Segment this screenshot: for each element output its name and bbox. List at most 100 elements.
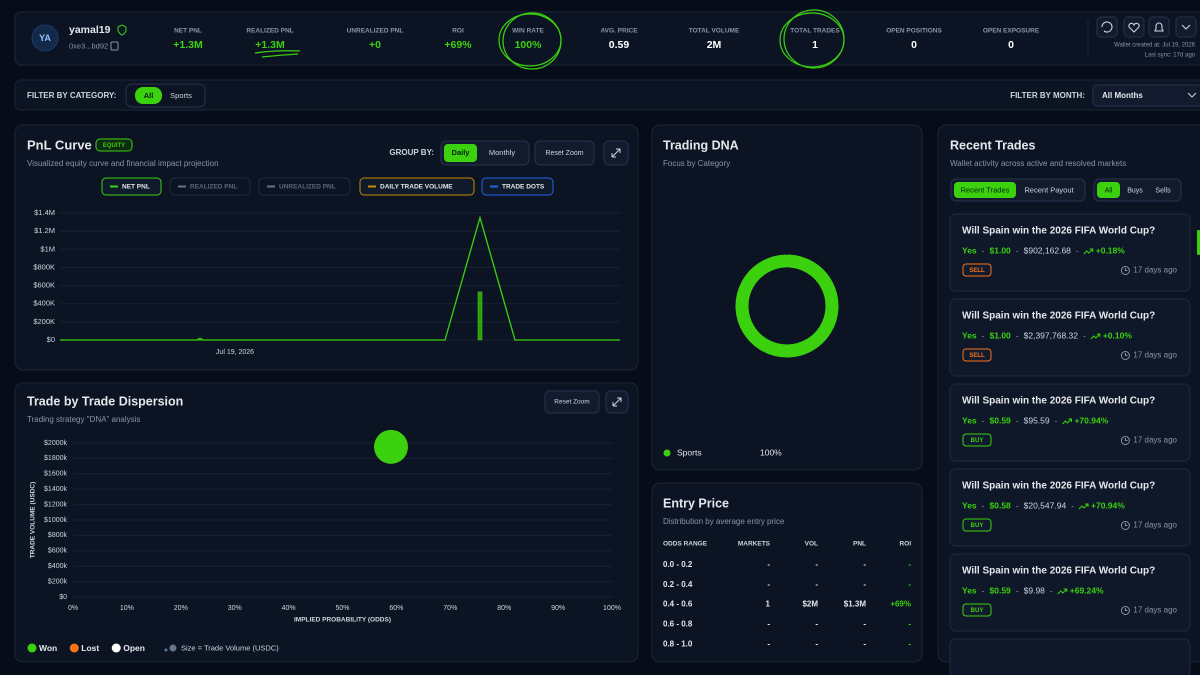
stat-label: UNREALIZED PNL [347,28,404,35]
reset-zoom[interactable]: Reset Zoom [545,150,583,157]
reset-zoom[interactable]: Reset Zoom [554,399,589,406]
legend-label: NET PNL [122,184,150,191]
trade-card[interactable] [949,383,1191,462]
change: +69.24% [1070,585,1104,595]
expand-icon [611,148,621,158]
time-ago: 17 days ago [1133,606,1177,615]
clock-icon [1120,436,1130,445]
stat-label: REALIZED PNL [246,28,293,35]
y-tick-label: $200k [48,578,68,585]
x-tick-label: 60% [389,605,403,612]
panel-subtitle: Trading strategy "DNA" analysis [27,415,140,424]
table-cell: 0.2 - 0.4 [663,580,693,589]
scrollbar [1197,230,1200,255]
outcome: Yes [962,415,977,425]
header-bar [14,11,1200,66]
reset-zoom-button[interactable] [544,390,600,414]
size-legend: Size = Trade Volume (USDC) [181,643,279,652]
side-label: BUY [971,523,984,529]
y-tick-label: $1.2M [34,226,55,235]
panel-title: PnL Curve [27,137,92,152]
group-option[interactable]: Daily [452,148,471,157]
category-option[interactable]: All [144,91,154,100]
separator: - [982,585,985,595]
legend-button[interactable] [481,177,554,196]
trade-card[interactable] [949,468,1191,547]
table-cell: - [815,560,818,569]
separator: - [1016,500,1019,510]
legend-label: Won [39,643,57,653]
last-sync: Last sync: 17d ago [1145,53,1196,59]
trade-card[interactable] [949,298,1191,377]
expand-icon [612,397,622,407]
clock-hand [1124,608,1128,611]
outcome: Yes [962,330,977,340]
menu-button[interactable] [1175,16,1197,38]
trend-icon [1078,503,1089,510]
table-cell: - [815,620,818,629]
y-tick-label: $2000k [44,440,67,447]
panel-title: Trading DNA [663,138,739,152]
stat-value: 0.59 [609,39,630,51]
alert-button[interactable] [1148,16,1170,38]
filter-active[interactable] [1097,182,1120,198]
time-ago: 17 days ago [1133,266,1177,275]
reset-zoom-button[interactable] [534,140,595,166]
header-icons [1101,21,1191,33]
change: +0.10% [1103,330,1133,340]
market-title: Will Spain win the 2026 FIFA World Cup? [962,311,1155,322]
legend-button[interactable] [359,177,475,196]
separator: - [1016,585,1019,595]
favorite-button[interactable] [1123,16,1145,38]
category-option[interactable]: Sports [170,91,192,100]
trade-bubble [374,429,409,464]
price: $1.00 [990,245,1012,255]
price: $0.59 [990,415,1012,425]
stat-value: +1.3M [255,39,285,51]
amount: $9.98 [1024,585,1046,595]
clock-icon [1120,266,1130,275]
tab-active[interactable] [954,182,1016,198]
side-filter[interactable]: Buys [1127,187,1143,194]
table-cell: - [863,620,866,629]
legend-button[interactable] [101,177,162,196]
column-header: PNL [853,541,866,548]
market-title: Will Spain win the 2026 FIFA World Cup? [962,226,1155,237]
side-filter[interactable]: Sells [1155,187,1171,194]
trade-card[interactable] [949,213,1191,292]
side-badge [962,518,992,532]
table-cell: - [908,580,911,589]
y-tick-label: $800K [33,262,55,271]
trade-card[interactable] [949,638,1191,675]
copy-icon[interactable] [110,41,119,51]
trade-card[interactable] [949,553,1191,632]
month-select[interactable] [1092,84,1200,107]
panel-subtitle: Wallet activity across active and resolv… [950,159,1126,168]
side-filter[interactable]: All [1105,187,1113,194]
stat-label: NET PNL [174,28,202,35]
x-tick-label: Jul 19, 2026 [216,349,254,356]
trend-icon [1062,418,1072,425]
legend-button[interactable] [258,177,351,196]
panel-subtitle: Distribution by average entry price [663,517,785,526]
tab[interactable]: Recent Trades [961,185,1010,194]
clock-icon [1120,521,1130,530]
amount: $20,547.94 [1024,500,1067,510]
category-group [125,83,206,108]
refresh-button[interactable] [1096,16,1118,38]
legend-label: REALIZED PNL [190,184,237,191]
side-badge [962,263,992,277]
legend-button[interactable] [169,177,251,196]
heart-icon [1128,22,1140,33]
table-cell: - [767,620,770,629]
group-option[interactable]: Monthly [489,148,516,157]
x-tick-label: 90% [551,605,565,612]
y-tick-label: $600k [48,548,68,555]
daily-active[interactable] [444,144,477,162]
stat-value: 0 [1008,39,1014,51]
stat-label: AVG. PRICE [600,28,638,35]
tab[interactable]: Recent Payout [1024,185,1074,194]
hand-circle [783,9,845,69]
category-pill-active[interactable] [135,87,162,104]
